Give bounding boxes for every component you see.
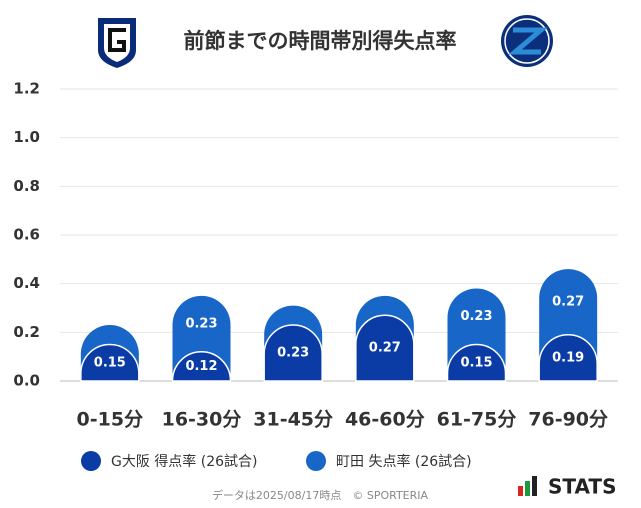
value-label: 0.15 xyxy=(460,355,492,370)
y-tick-label: 0.6 xyxy=(13,226,40,244)
y-tick-label: 1.0 xyxy=(13,128,40,146)
y-tick-label: 0.0 xyxy=(13,372,40,390)
bar xyxy=(171,351,232,382)
home-logo xyxy=(98,18,136,68)
legend-label: 町田 失点率 (26試合) xyxy=(336,453,472,470)
value-label: 0.23 xyxy=(277,346,309,361)
x-tick-label: 76-90分 xyxy=(528,409,608,431)
value-label: 0.12 xyxy=(185,359,217,374)
y-tick-label: 0.8 xyxy=(13,177,40,195)
bar xyxy=(263,324,323,382)
x-tick-label: 16-30分 xyxy=(162,409,242,431)
bar xyxy=(538,334,598,382)
value-label: 0.27 xyxy=(369,341,401,356)
legend-marker xyxy=(81,451,101,471)
value-label: 0.23 xyxy=(185,316,217,331)
legend-label: G大阪 得点率 (26試合) xyxy=(111,453,258,470)
value-label: 0.19 xyxy=(552,350,584,365)
x-tick-label: 0-15分 xyxy=(77,409,144,431)
x-tick-label: 31-45分 xyxy=(253,409,333,431)
value-label: 0.23 xyxy=(460,309,492,324)
bar xyxy=(446,343,507,382)
legend-marker xyxy=(306,451,326,471)
y-tick-label: 1.2 xyxy=(13,80,40,98)
y-tick-label: 0.2 xyxy=(13,323,40,341)
x-tick-label: 46-60分 xyxy=(345,409,425,431)
footer: データは2025/08/17時点 © SPORTERIA xyxy=(212,488,429,502)
away-logo xyxy=(501,15,553,67)
y-tick-label: 0.4 xyxy=(13,274,40,292)
brand-logo: STATS xyxy=(518,475,616,499)
brand: STATS xyxy=(548,475,616,499)
value-label: 0.27 xyxy=(552,294,584,309)
bar xyxy=(355,314,415,382)
x-tick-label: 61-75分 xyxy=(437,409,517,431)
bar xyxy=(80,343,140,382)
value-label: 0.15 xyxy=(94,355,126,370)
chart-title: 前節までの時間帯別得失点率 xyxy=(184,29,457,53)
